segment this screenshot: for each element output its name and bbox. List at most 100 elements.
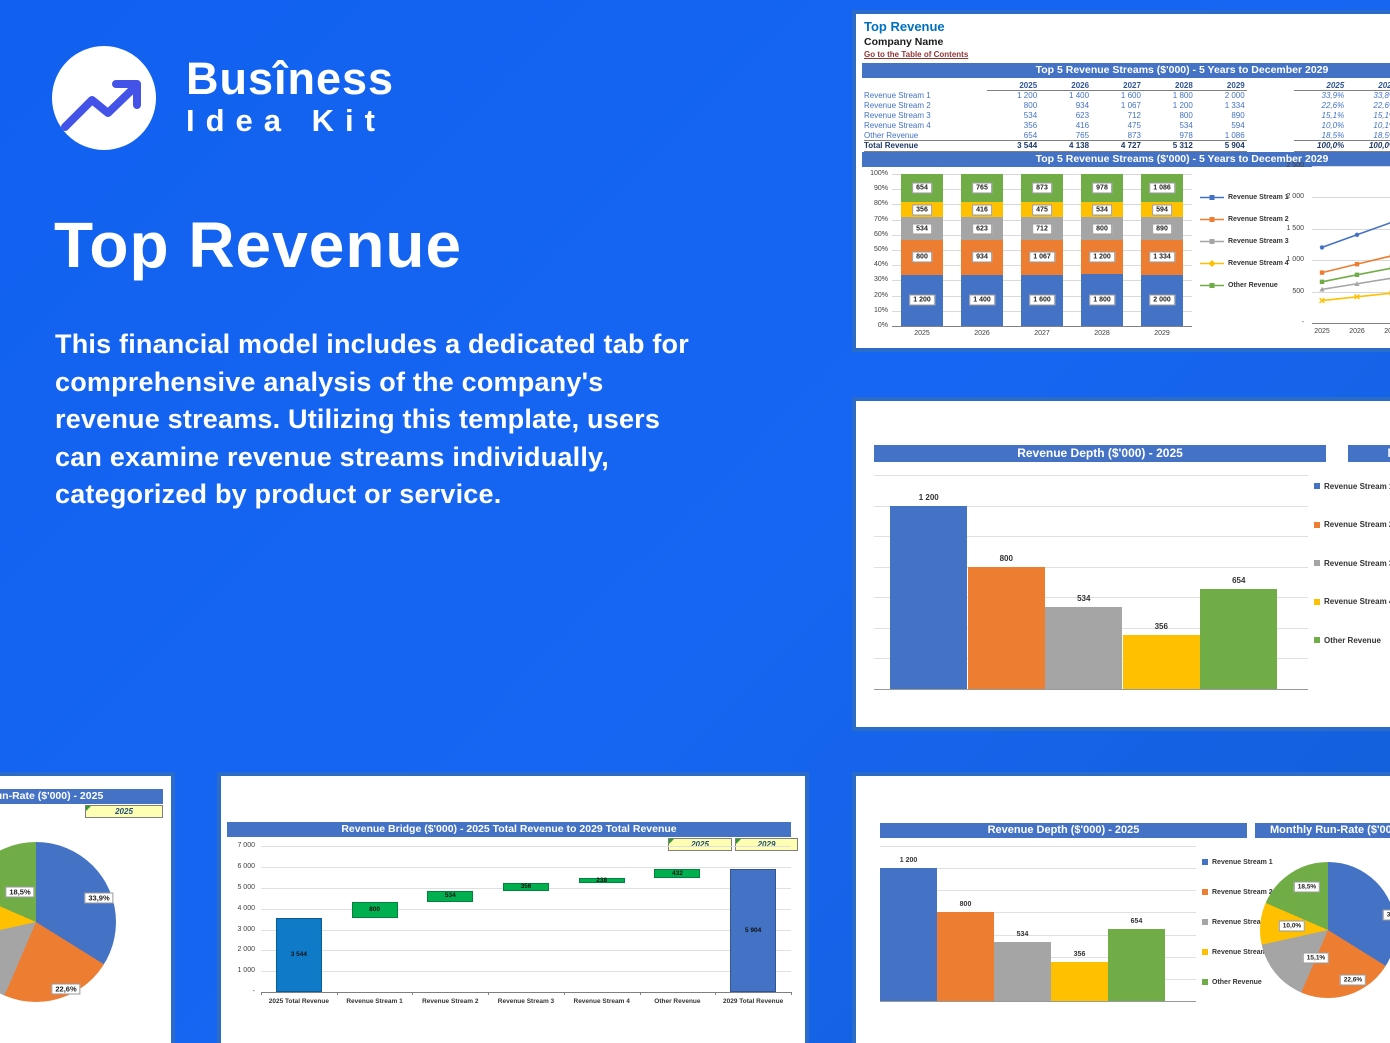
pie-value-label: 18,5%: [1293, 881, 1321, 893]
y-axis-tick-label: 1 000: [237, 967, 255, 975]
bar: [880, 868, 937, 1001]
panel-depth-and-runrate: Revenue Depth ($'000) - 2025 Monthly Run…: [852, 772, 1390, 1043]
bar-value-label: 1 067: [1029, 251, 1055, 263]
waterfall-bar: [275, 918, 322, 992]
year-to-input-cell[interactable]: 2029: [735, 838, 798, 851]
runrate-title-text-small: Monthly Run-Rate ($'000) - 2025: [1270, 824, 1390, 836]
waterfall-bar: [351, 901, 398, 919]
bar-value-label: 1 086: [1149, 182, 1175, 194]
legend-item: Revenue Stream 3: [1314, 558, 1390, 568]
page-description: This financial model includes a dedicate…: [55, 329, 689, 509]
y-axis-tick-label: 500: [1292, 287, 1304, 295]
gridline: [261, 929, 791, 931]
company-name: Company Name: [864, 36, 944, 48]
panel-revenue-bridge: Revenue Bridge ($'000) - 2025 Total Reve…: [217, 772, 809, 1043]
bar-value-label: 2 000: [1149, 294, 1175, 306]
revenue-table-grid: 202520262027202820292025202620272028Reve…: [864, 78, 1390, 152]
y-axis-tick-label: 3 000: [237, 925, 255, 933]
bar-value-label: 534: [912, 223, 932, 235]
y-axis-tick-label: 4 000: [237, 904, 255, 912]
waterfall-bar: [503, 883, 549, 891]
year-input-cell[interactable]: 2025: [85, 805, 163, 818]
chart-legend: Revenue Stream 1 Revenue Stream 2 Revenue …: [856, 776, 1390, 1043]
y-axis-tick-label: 70%: [873, 215, 888, 223]
sheet-title: Top Revenue: [864, 19, 945, 34]
bar-value-label: 654: [1130, 917, 1143, 925]
bar-value-label: 594: [1152, 204, 1172, 216]
axis-tick: [336, 992, 338, 995]
gridline: [1312, 323, 1390, 324]
brand-logo: Busîness Idea Kit: [52, 46, 394, 150]
waterfall-chart: 7 000 6 000 5 000 4 000 3 000 2 000 1 000 - 3 54…: [221, 776, 805, 1043]
y-axis-tick-label: 20%: [873, 291, 888, 299]
legend-color-chip: [1202, 919, 1208, 925]
bar: [937, 912, 994, 1001]
y-axis-tick-label: 2 500: [1286, 161, 1304, 169]
axis-tick: [639, 992, 641, 995]
bar: [994, 941, 1051, 1001]
stacked-bar-chart: 0% 10% 20% 30% 40% 50% 60% 70% 80% 90% 100% 1 200 80…: [856, 14, 1390, 348]
waterfall-bar-label: 534: [444, 892, 456, 900]
axis-tick: [261, 992, 262, 995]
bar-value-label: 800: [912, 251, 932, 263]
gridline: [880, 846, 1196, 847]
bar-value-label: 534: [1092, 204, 1112, 216]
page-title: Top Revenue: [54, 209, 463, 281]
waterfall-bar-label: 432: [671, 869, 683, 877]
depth-bar-chart-small: 1 200 800 534 356 654: [856, 776, 1390, 1043]
waterfall-bar-label: 3 544: [290, 951, 307, 959]
bar-value-label: 534: [1077, 594, 1091, 604]
legend-label: Other Revenue: [1324, 635, 1381, 645]
gridline: [874, 505, 1308, 507]
legend-color-chip: [1314, 483, 1320, 489]
table-of-contents-link[interactable]: Go to the Table of Contents: [864, 50, 969, 59]
legend-item: Other Revenue: [1314, 635, 1381, 645]
bar-value-label: 1 200: [1089, 251, 1115, 263]
bar-value-label: 475: [1032, 204, 1052, 216]
legend-color-chip: [1202, 859, 1208, 865]
bar-value-label: 654: [1232, 576, 1246, 586]
bar: [1122, 634, 1200, 689]
pie-value-label: 22,6%: [51, 983, 81, 995]
chart-legend: Revenue Stream 1 Revenue Stream 2 Revenue …: [856, 401, 1390, 727]
bar-value-label: 1 200: [909, 294, 935, 306]
y-axis-tick-label: 30%: [873, 276, 888, 284]
depth-bar-chart: 1 200 800 534 356 654: [856, 401, 1390, 727]
bar-value-label: 1 200: [899, 857, 918, 865]
y-axis-tick-label: 5 000: [237, 884, 255, 891]
bar: [1108, 928, 1165, 1001]
pie-value-label: 33,9%: [84, 892, 114, 904]
x-axis-tick-label: Revenue Stream 2: [422, 998, 479, 1005]
gridline: [261, 908, 791, 910]
x-axis-tick-label: Revenue Stream 1: [346, 998, 403, 1005]
y-axis-tick-label: 7 000: [237, 842, 255, 850]
pie: [0, 842, 116, 1002]
x-axis-tick-label: 2028: [1094, 330, 1110, 337]
waterfall-bar-label: 5 904: [745, 926, 762, 934]
bar-value-label: 800: [999, 553, 1013, 563]
y-axis-tick-label: 6 000: [237, 863, 255, 871]
axis-tick: [715, 992, 717, 995]
waterfall-bar: [730, 869, 777, 992]
legend-color-chip: [1314, 521, 1320, 528]
bar-value-label: 934: [972, 251, 992, 263]
gridline: [874, 536, 1308, 538]
year-from-input-cell[interactable]: 2025: [668, 838, 732, 851]
panel-top-revenue-sheet: Top Revenue Company Name Go to the Table…: [852, 10, 1390, 352]
waterfall-bar: [427, 890, 474, 902]
bar: [967, 566, 1045, 689]
bar-value-label: 873: [1032, 182, 1052, 194]
legend-item: Revenue Stream 1: [1202, 857, 1273, 867]
table-title-bar: Top 5 Revenue Streams ($'000) - 5 Years …: [862, 63, 1390, 78]
runrate-pie-chart-small: 33,9% 22,6% 15,1% 10,0% 18,5%: [856, 776, 1390, 1043]
legend-item: Revenue Stream 4: [1314, 597, 1390, 607]
y-axis-tick-label: -: [252, 988, 255, 995]
y-axis-tick-label: 80%: [873, 200, 888, 208]
x-axis-tick-label: Revenue Stream 3: [497, 998, 555, 1005]
bar-value-label: 1 600: [1029, 294, 1055, 306]
bridge-title-bar: Revenue Bridge ($'000) - 2025 Total Reve…: [227, 822, 791, 837]
bar-value-label: 623: [972, 223, 992, 235]
y-axis-tick-label: 1 000: [1286, 256, 1304, 263]
waterfall-bar-label: 356: [520, 882, 532, 890]
